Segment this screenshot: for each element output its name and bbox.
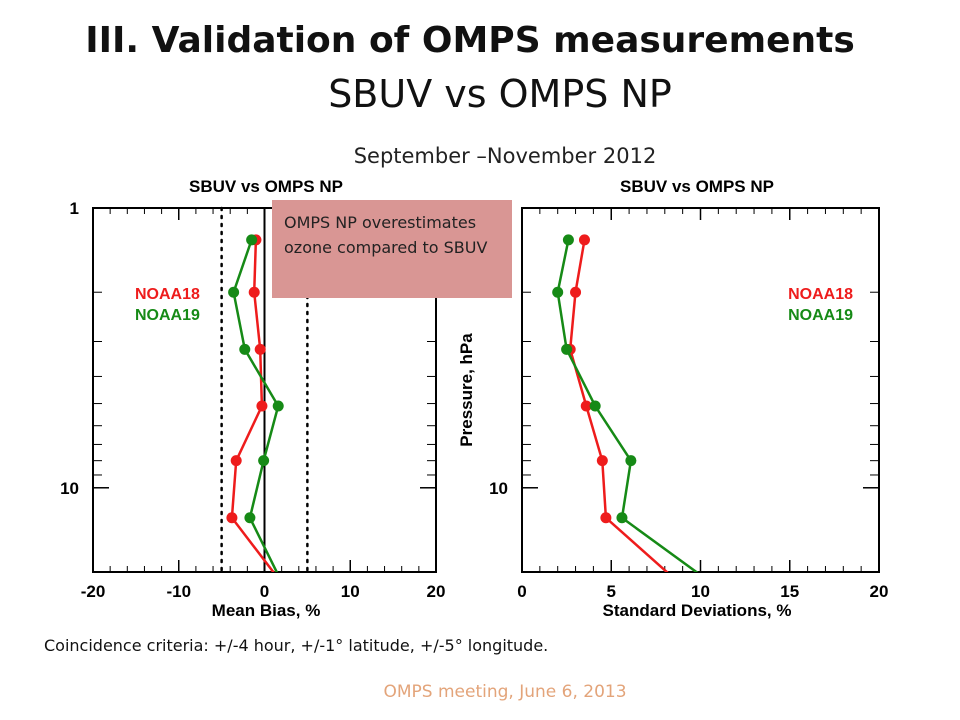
x-tick-label: -10 [166, 582, 191, 601]
data-point-noaa18 [580, 400, 592, 412]
chart-panel-right: SBUV vs OMPS NP 0 5 10 15 20 10 NOAA18 NOAA19 Sta… [457, 177, 888, 620]
x-tick-label: 20 [427, 582, 446, 601]
y-tick-label: 10 [489, 479, 508, 498]
data-point-noaa19 [552, 286, 564, 298]
data-point-noaa18 [600, 512, 612, 524]
coincidence-criteria: Coincidence criteria: +/-4 hour, +/-1° l… [44, 636, 549, 655]
footer-text: OMPS meeting, June 6, 2013 [383, 682, 627, 702]
series-line-noaa18 [230, 239, 275, 572]
data-point-noaa18 [596, 455, 608, 467]
chart-title: SBUV vs OMPS NP [189, 177, 343, 196]
data-point-noaa19 [258, 455, 270, 467]
y-axis-label: Pressure, hPa [457, 333, 476, 447]
data-point-noaa18 [254, 343, 266, 355]
series-line-noaa19 [232, 239, 280, 572]
data-point-noaa19 [244, 512, 256, 524]
legend-item-noaa18: NOAA18 [135, 286, 200, 303]
series-noaa19 [228, 234, 284, 572]
callout-box: OMPS NP overestimates ozone compared to … [272, 200, 512, 298]
x-tick-label: 10 [691, 582, 710, 601]
legend-item-noaa19: NOAA19 [135, 307, 200, 324]
legend-item-noaa18: NOAA18 [788, 286, 853, 303]
data-point-noaa19 [246, 234, 258, 246]
data-point-noaa19 [561, 343, 573, 355]
x-tick-label: 5 [607, 582, 616, 601]
slide-title: III. Validation of OMPS measurements [85, 20, 855, 61]
data-point-noaa19 [562, 234, 574, 246]
x-tick-label: 0 [260, 582, 269, 601]
y-tick-label: 1 [70, 199, 79, 218]
data-point-noaa19 [228, 286, 240, 298]
chart-title: SBUV vs OMPS NP [620, 177, 774, 196]
data-point-noaa19 [616, 512, 628, 524]
x-axis-label: Mean Bias, % [212, 601, 321, 620]
chart-panel-left: SBUV vs OMPS NP -20 -10 0 10 20 1 10 NOAA18 NOAA1… [60, 177, 445, 620]
x-tick-label: 0 [517, 582, 526, 601]
slide-subtitle: SBUV vs OMPS NP [328, 72, 672, 116]
series-noaa19 [552, 234, 699, 572]
x-tick-label: 10 [341, 582, 360, 601]
x-axis-label: Standard Deviations, % [603, 601, 792, 620]
data-point-noaa18 [256, 400, 268, 412]
series-line-noaa18 [568, 239, 669, 572]
data-point-noaa18 [230, 455, 242, 467]
data-point-noaa19 [589, 400, 601, 412]
series-line-noaa19 [556, 239, 699, 572]
y-tick-label: 10 [60, 479, 79, 498]
x-tick-label: 20 [870, 582, 889, 601]
plot-frame [521, 207, 880, 573]
data-point-noaa18 [248, 286, 260, 298]
data-point-noaa19 [239, 343, 251, 355]
date-range: September –November 2012 [353, 144, 657, 168]
data-point-noaa19 [625, 455, 637, 467]
data-point-noaa18 [578, 234, 590, 246]
data-point-noaa18 [226, 512, 238, 524]
series-noaa18 [564, 234, 669, 572]
data-point-noaa18 [570, 286, 582, 298]
x-tick-label: -20 [81, 582, 106, 601]
data-point-noaa19 [272, 400, 284, 412]
legend-item-noaa19: NOAA19 [788, 307, 853, 324]
x-tick-label: 15 [780, 582, 799, 601]
